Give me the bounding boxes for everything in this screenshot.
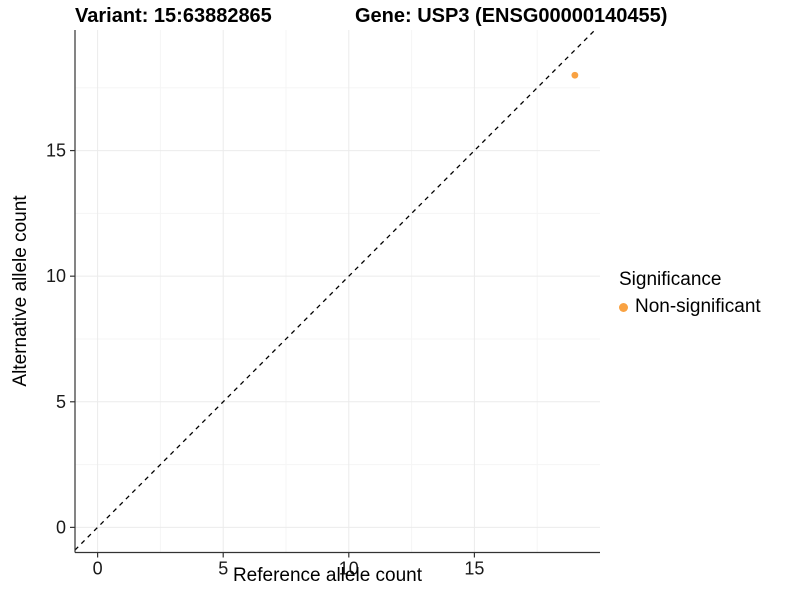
y-tick-label: 15: [46, 141, 66, 161]
legend: Significance Non-significant: [619, 269, 761, 318]
data-point: [571, 71, 579, 79]
legend-point-icon: [619, 302, 628, 312]
y-tick-label: 0: [56, 517, 66, 537]
y-tick-label: 10: [46, 266, 66, 286]
legend-item: Non-significant: [619, 296, 761, 318]
plot-title-variant: Variant: 15:63882865: [75, 5, 272, 27]
plot-title-gene: Gene: USP3 (ENSG00000140455): [355, 5, 668, 27]
x-tick-label: 5: [218, 559, 228, 579]
x-tick-label: 0: [93, 559, 103, 579]
legend-item-label: Non-significant: [635, 296, 761, 317]
y-axis-title: Alternative allele count: [10, 195, 31, 387]
identity-line: [75, 30, 596, 551]
x-tick-label: 10: [339, 559, 359, 579]
x-tick-label: 15: [464, 559, 484, 579]
legend-title: Significance: [619, 269, 722, 290]
x-axis-title: Reference allele count: [232, 565, 423, 586]
y-tick-label: 5: [56, 392, 66, 412]
